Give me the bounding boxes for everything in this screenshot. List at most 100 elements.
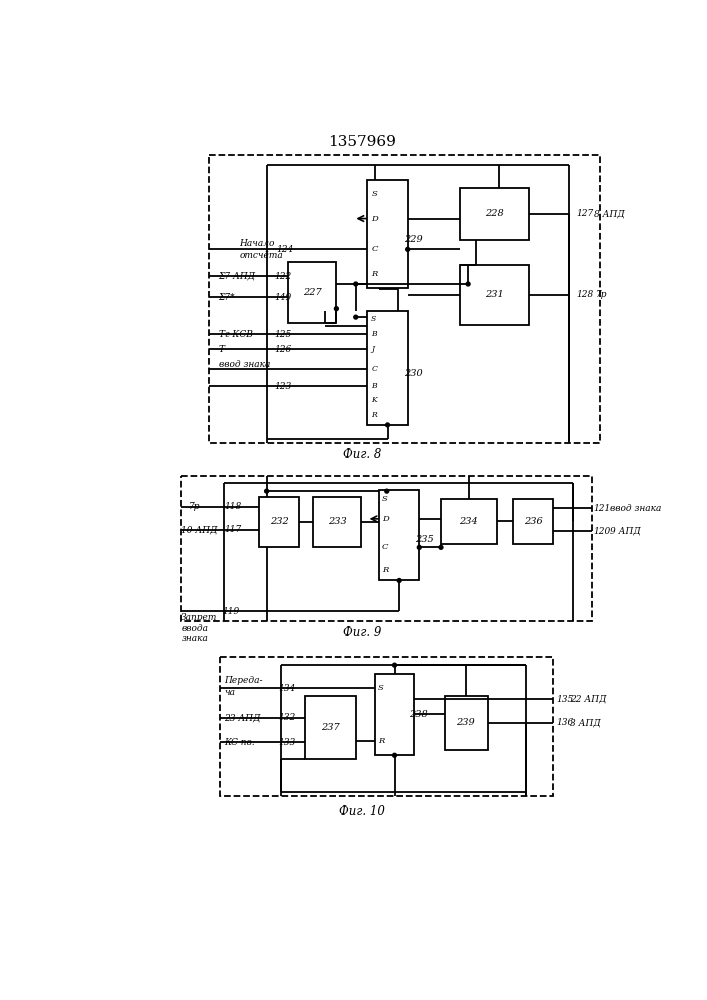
Text: 233: 233	[328, 517, 346, 526]
Text: Фиг. 10: Фиг. 10	[339, 805, 385, 818]
Text: Фиг. 8: Фиг. 8	[343, 448, 381, 461]
Bar	[460, 265, 529, 325]
Text: R: R	[371, 411, 377, 419]
Text: Переда-: Переда-	[224, 676, 262, 685]
Text: B: B	[371, 330, 377, 338]
Text: Т: Т	[218, 345, 225, 354]
Text: 232: 232	[269, 517, 288, 526]
Text: знака: знака	[182, 634, 209, 643]
Text: 120: 120	[594, 527, 611, 536]
Text: 125: 125	[274, 330, 291, 339]
Text: 119: 119	[223, 607, 240, 616]
Circle shape	[334, 307, 339, 311]
Text: 229: 229	[404, 235, 423, 244]
Text: 123: 123	[274, 382, 291, 391]
Text: Σ7*: Σ7*	[218, 293, 235, 302]
Bar	[441, 499, 497, 544]
Text: ввод знака: ввод знака	[218, 360, 270, 369]
Text: 118: 118	[224, 502, 241, 511]
Text: 121: 121	[594, 504, 611, 513]
Text: C: C	[371, 245, 378, 253]
Text: 136: 136	[556, 718, 573, 727]
Text: 237: 237	[321, 723, 339, 732]
Text: 126: 126	[274, 345, 291, 354]
Text: КС пв.: КС пв.	[224, 738, 255, 747]
Bar	[513, 499, 554, 544]
Text: 9 АПД: 9 АПД	[610, 527, 641, 536]
Circle shape	[397, 579, 401, 582]
Text: 227: 227	[303, 288, 322, 297]
Text: 122: 122	[274, 272, 291, 281]
Text: D: D	[382, 515, 389, 523]
Text: 228: 228	[485, 209, 504, 218]
Text: K: K	[371, 396, 377, 404]
Circle shape	[406, 247, 409, 251]
Circle shape	[385, 423, 390, 427]
Text: 239: 239	[457, 718, 475, 727]
Text: J: J	[371, 345, 374, 353]
Text: ввода: ввода	[182, 624, 209, 633]
Text: Тг КСВ: Тг КСВ	[218, 330, 252, 339]
Circle shape	[392, 753, 397, 757]
Text: R: R	[371, 270, 378, 278]
Bar	[445, 696, 488, 750]
Text: 128: 128	[577, 290, 594, 299]
Bar	[182, 476, 592, 620]
Text: 124: 124	[276, 245, 294, 254]
Text: Σ7 АПД: Σ7 АПД	[218, 272, 256, 281]
Text: C: C	[382, 543, 388, 551]
Text: D: D	[371, 215, 378, 223]
Text: 133: 133	[279, 738, 296, 747]
Circle shape	[354, 282, 358, 286]
Text: 8 АПД: 8 АПД	[594, 209, 624, 218]
Circle shape	[264, 489, 269, 493]
Text: Запрет: Запрет	[182, 613, 218, 622]
Text: R: R	[378, 737, 385, 745]
Text: 1357969: 1357969	[328, 135, 396, 149]
Circle shape	[439, 545, 443, 549]
Text: C: C	[371, 365, 377, 373]
Bar	[209, 155, 600, 443]
Text: 117: 117	[224, 525, 241, 534]
Text: Фиг. 9: Фиг. 9	[343, 626, 381, 639]
Text: 230: 230	[404, 369, 423, 378]
Bar	[375, 674, 414, 755]
Text: R: R	[382, 566, 388, 574]
Bar	[368, 311, 408, 425]
Text: ввод знака: ввод знака	[610, 504, 661, 513]
Bar	[460, 188, 529, 240]
Text: 10 АПД: 10 АПД	[182, 525, 218, 534]
Text: 7р: 7р	[596, 290, 607, 299]
Text: 238: 238	[409, 710, 428, 719]
Bar	[220, 657, 554, 796]
Bar	[259, 497, 299, 547]
Text: 22 АПД: 22 АПД	[571, 695, 607, 704]
Bar	[305, 696, 356, 759]
Text: ча: ча	[224, 688, 235, 697]
Text: 234: 234	[460, 517, 478, 526]
Circle shape	[354, 315, 358, 319]
Bar	[379, 490, 419, 580]
Circle shape	[417, 545, 421, 549]
Text: S: S	[371, 315, 377, 323]
Text: S: S	[382, 495, 388, 503]
Circle shape	[392, 663, 397, 667]
Text: 127: 127	[577, 209, 594, 218]
Text: 235: 235	[414, 535, 433, 544]
Circle shape	[385, 489, 389, 493]
Text: отсчёта: отсчёта	[240, 251, 284, 260]
Text: 236: 236	[524, 517, 542, 526]
Text: 23 АПД: 23 АПД	[224, 713, 260, 722]
Text: 134: 134	[279, 684, 296, 693]
Text: Начало: Начало	[240, 239, 275, 248]
Bar	[313, 497, 361, 547]
Text: B: B	[371, 382, 377, 390]
Text: 231: 231	[485, 290, 504, 299]
Text: 135: 135	[556, 695, 573, 704]
Bar	[288, 262, 337, 323]
Text: 149: 149	[274, 293, 291, 302]
Text: S: S	[371, 190, 377, 198]
Text: 3 АПД: 3 АПД	[571, 718, 601, 727]
Text: 132: 132	[279, 713, 296, 722]
Text: 7р: 7р	[189, 502, 201, 511]
